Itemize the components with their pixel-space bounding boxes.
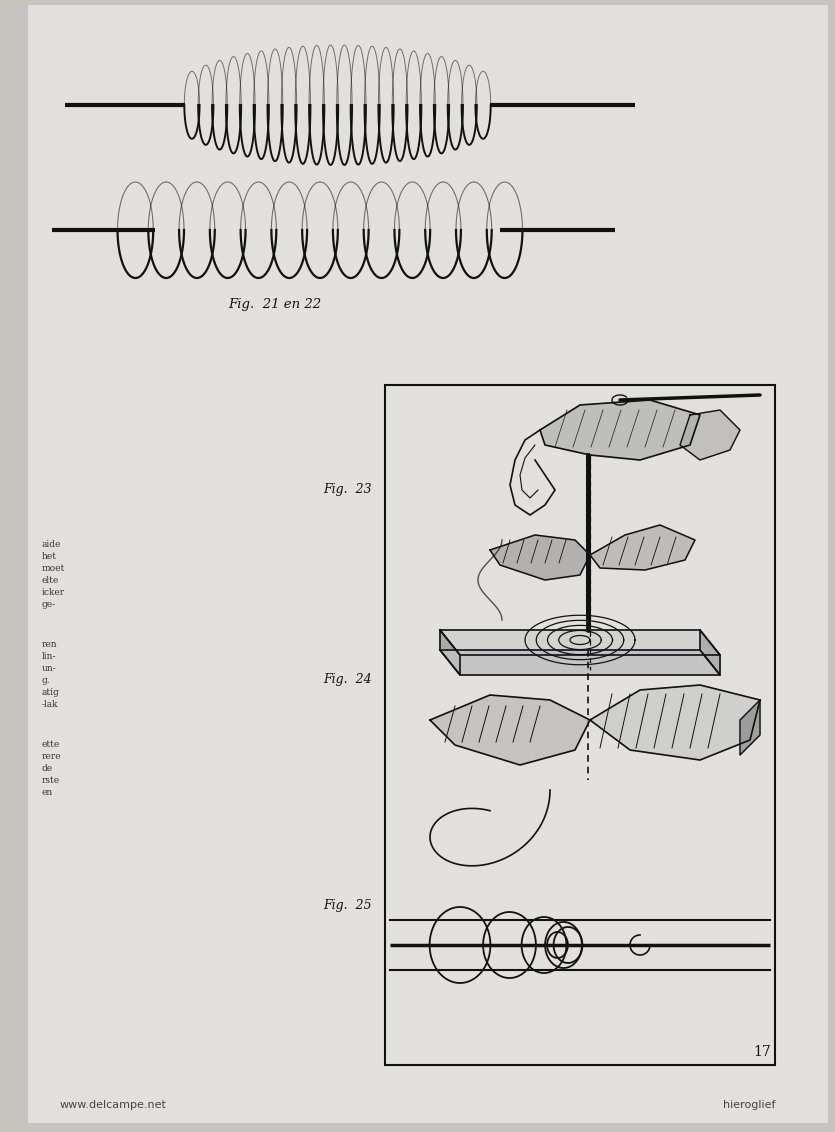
Text: en: en xyxy=(42,788,53,797)
Text: www.delcampe.net: www.delcampe.net xyxy=(60,1100,167,1110)
Text: g.: g. xyxy=(42,676,51,685)
Text: het: het xyxy=(42,552,57,561)
Text: -lak: -lak xyxy=(42,700,58,709)
Text: icker: icker xyxy=(42,588,65,597)
Text: Fig.  23: Fig. 23 xyxy=(323,483,372,497)
Polygon shape xyxy=(680,410,740,460)
Polygon shape xyxy=(590,525,695,571)
Text: de: de xyxy=(42,764,53,773)
Text: atig: atig xyxy=(42,688,60,697)
Text: rere: rere xyxy=(42,752,62,761)
Text: Fig.  25: Fig. 25 xyxy=(323,899,372,911)
Text: Fig.  24: Fig. 24 xyxy=(323,674,372,686)
Text: moet: moet xyxy=(42,564,65,573)
Polygon shape xyxy=(440,631,460,675)
Bar xyxy=(385,385,775,1065)
Text: Fig.  21 en 22: Fig. 21 en 22 xyxy=(229,298,321,311)
Text: ette: ette xyxy=(42,740,60,749)
Polygon shape xyxy=(490,535,590,580)
Text: ren: ren xyxy=(42,640,58,649)
Text: un-: un- xyxy=(42,664,57,674)
Text: rste: rste xyxy=(42,777,60,784)
Polygon shape xyxy=(590,685,760,760)
Polygon shape xyxy=(700,631,720,675)
Polygon shape xyxy=(440,631,720,655)
Text: 17: 17 xyxy=(753,1045,771,1060)
Polygon shape xyxy=(740,700,760,755)
Polygon shape xyxy=(540,400,700,460)
Text: hieroglief: hieroglief xyxy=(722,1100,775,1110)
Text: elte: elte xyxy=(42,576,59,585)
Polygon shape xyxy=(440,650,720,675)
Text: aide: aide xyxy=(42,540,62,549)
Text: lin-: lin- xyxy=(42,652,57,661)
Text: ge-: ge- xyxy=(42,600,56,609)
Polygon shape xyxy=(430,695,590,765)
